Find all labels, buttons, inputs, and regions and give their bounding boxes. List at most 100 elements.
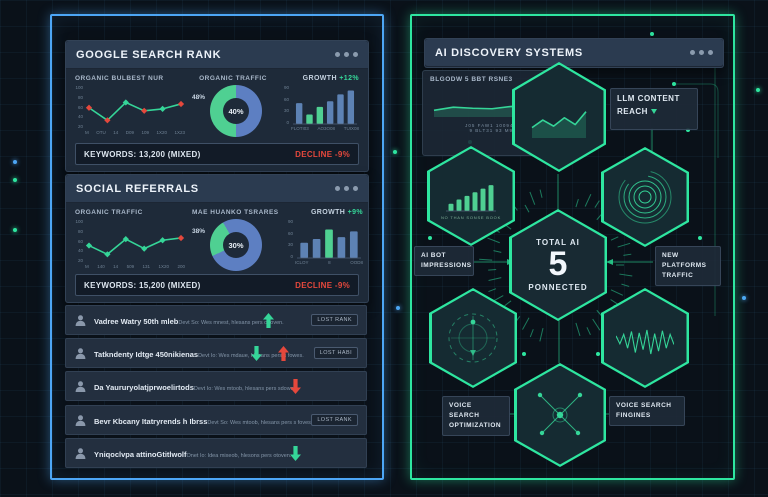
- keywords-value: KEYWORDS: 13,200 (MIXED): [84, 149, 201, 159]
- shares-side-value: 38%: [192, 228, 206, 235]
- social-card-title: SOCIAL REFERRALS: [76, 182, 199, 195]
- social-growth-block: GROWTH +9% 90 60 30 0 ICLOY 8 OOD8: [285, 209, 363, 274]
- bg-dot: [13, 228, 17, 232]
- social-card-header: SOCIAL REFERRALS: [66, 175, 368, 203]
- hex-tile-waveform[interactable]: [601, 288, 689, 388]
- status-badge: LOST RANK: [311, 414, 358, 426]
- rank-chart-yticks: 100 80 60 40 20: [75, 85, 83, 129]
- decline-value: DECLINE -9%: [295, 149, 350, 159]
- trend-down-arrow-icon: [250, 345, 262, 361]
- user-icon: [75, 380, 86, 392]
- organic-traffic-donut: 40%: [210, 85, 262, 137]
- status-badge: LOST RANK: [311, 314, 358, 326]
- network-nodes-icon: [537, 392, 583, 436]
- connector-lines: [428, 32, 719, 415]
- shares-donut: 30%: [210, 219, 262, 271]
- hex-bar-chart: [446, 184, 496, 211]
- bg-dot: [393, 150, 397, 154]
- radar-circles-icon: [618, 170, 672, 224]
- llm-content-reach-tag: LLM CONTENT REACH: [610, 88, 698, 130]
- rank-chart-xticks: M OTU 14 D09 109 1X20 1X23: [85, 130, 185, 135]
- hex-line-chart: [531, 111, 587, 138]
- mini-chart-caption2: 9 BLT31 93 M93: [469, 128, 517, 133]
- user-icon: [75, 414, 86, 426]
- social-bar-yticks: 90 60 30 0: [287, 219, 293, 259]
- social-chart-yticks: 100 80 60 40 20: [75, 219, 83, 263]
- shares-donut-label: MAE HUANKO TSRARES: [192, 209, 278, 216]
- growth-label: GROWTH: [302, 75, 337, 82]
- bar-chart-yticks: 90 60 30 0: [283, 85, 289, 125]
- referral-row[interactable]: Da YaururyolatjprwoelirtodsDevt Io: Wes …: [65, 371, 367, 401]
- voice-opt-label: VOICE SEARCH OPTIMIZATION: [449, 402, 502, 430]
- row-subtitle: Devt Io: Wes mdaue, hlesans pers s fowes…: [198, 353, 304, 359]
- social-chart-label: ORGANIC TRAFFIC: [75, 209, 143, 216]
- hex-tile-radar-circles[interactable]: [601, 147, 689, 247]
- growth-block: GROWTH +12% 90 60 30 0 FLOTI03 AO3O08 TUIX08: [281, 75, 359, 140]
- referral-row[interactable]: Bevr Kbcany Itatryrends h IbrssDevt So: …: [65, 405, 367, 435]
- ai-card-title: AI DISCOVERY SYSTEMS: [435, 46, 583, 59]
- social-keywords-bar: KEYWORDS: 15,200 (MIXED) DECLINE -9%: [75, 274, 359, 296]
- shares-donut-block: MAE HUANKO TSRARES 38% 30%: [192, 209, 278, 274]
- row-title: Yniqoclvpa attinoGtitlwolf: [94, 450, 187, 459]
- social-keywords-value: KEYWORDS: 15,200 (MIXED): [84, 280, 201, 290]
- growth-value: +12%: [339, 75, 359, 82]
- social-bar-chart: [297, 229, 361, 259]
- row-title: Bevr Kbcany Itatryrends h Ibrss: [94, 417, 208, 426]
- keywords-bar: KEYWORDS: 13,200 (MIXED) DECLINE -9%: [75, 143, 359, 165]
- total-ai-label: TOTAL AI: [536, 238, 580, 248]
- bg-dot: [13, 160, 17, 164]
- ai-card-header: AI DISCOVERY SYSTEMS: [425, 39, 723, 67]
- mini-chart-caption1: J05 FAW1 100945B: [465, 123, 521, 128]
- ai-header-card: AI DISCOVERY SYSTEMS: [424, 38, 724, 68]
- hex-bar-caption: NO THAN SONSE BOOK: [440, 214, 502, 220]
- social-traffic-chart-block: ORGANIC TRAFFIC 100 80 60 40 20 M 140 14 509 131…: [75, 209, 185, 274]
- mini-chart-label: BLGODW 5 BBT RSNE3: [430, 76, 513, 83]
- bg-dot: [13, 178, 17, 182]
- menu-dots-icon[interactable]: [335, 52, 358, 57]
- total-ai-value: 5: [548, 245, 568, 284]
- row-subtitle: Devt Io: Wes mtoob, hlesans pers sdown.: [193, 386, 296, 392]
- ai-bot-label: AI BOT IMPRESSIONS: [421, 252, 472, 270]
- menu-dots-icon[interactable]: [335, 186, 358, 191]
- donut-center-value: 40%: [223, 98, 249, 124]
- donut-label: ORGANIC TRAFFIC: [199, 75, 267, 82]
- donut-side-value: 48%: [192, 94, 206, 101]
- organic-rank-chart-block: ORGANIC BULBEST NUR 100 80 60 40 20 M OTU 14 D0…: [75, 75, 185, 140]
- bg-dot: [396, 306, 400, 310]
- rank-chart-label: ORGANIC BULBEST NUR: [75, 75, 164, 82]
- bg-dot: [756, 88, 760, 92]
- social-line-chart: [85, 234, 185, 258]
- user-icon: [75, 447, 86, 459]
- status-badge: LOST HABI: [313, 347, 358, 359]
- social-chart-xticks: M 140 14 509 131 1X20 200: [85, 264, 185, 269]
- menu-dots-icon[interactable]: [690, 50, 713, 55]
- row-subtitle: Onet Io: Idea mixeob, hlesons pers otove…: [186, 453, 292, 459]
- referral-row[interactable]: Tatkndenty Idtge 450nikienasDevt Io: Wes…: [65, 338, 367, 368]
- referral-row[interactable]: Vadree Watry 50th mlebDevt So: Wes mnest…: [65, 305, 367, 335]
- google-card-title: GOOGLE SEARCH RANK: [76, 48, 222, 61]
- ai-bot-impressions-tag: AI BOT IMPRESSIONS: [414, 246, 474, 277]
- row-title: Da Yaururyolatjprwoelirtods: [94, 383, 194, 392]
- social-growth-label: GROWTH: [310, 209, 346, 216]
- down-arrow-icon: [650, 108, 657, 114]
- shares-center-value: 30%: [223, 232, 249, 258]
- bar-chart-xticks: FLOTI03 AO3O08 TUIX08: [291, 126, 359, 131]
- row-subtitle: Devt So: Wes mnest, hlesans pers o foven…: [178, 320, 284, 326]
- seo-panel-frame: GOOGLE SEARCH RANK ORGANIC BULBEST NUR 1…: [50, 14, 384, 480]
- social-decline-value: DECLINE -9%: [295, 280, 350, 290]
- ai-panel-frame: AI DISCOVERY SYSTEMS BLGODW 5 BBT RSNE3 …: [410, 14, 735, 480]
- voice-search-findings-tag: VOICE SEARCH FINGINES: [609, 396, 685, 427]
- waveform-chart: [616, 329, 674, 355]
- user-icon: [75, 347, 86, 359]
- voice-search-optimization-tag: VOICE SEARCH OPTIMIZATION: [442, 396, 510, 437]
- social-bar-xticks: ICLOY 8 OOD8: [295, 260, 363, 265]
- google-card-header: GOOGLE SEARCH RANK: [66, 41, 368, 69]
- voice-find-label: VOICE SEARCH FINGINES: [616, 402, 672, 420]
- growth-bar-chart: [293, 90, 357, 125]
- google-search-rank-card: GOOGLE SEARCH RANK ORGANIC BULBEST NUR 1…: [65, 40, 369, 172]
- row-subtitle: Devt So: Wes mtoob, hlesans pers s foves…: [207, 420, 313, 426]
- referral-row[interactable]: Yniqoclvpa attinoGtitlwolfOnet Io: Idea …: [65, 438, 367, 468]
- hex-tile-line-chart[interactable]: [512, 62, 606, 172]
- social-growth-value: +9%: [347, 209, 363, 216]
